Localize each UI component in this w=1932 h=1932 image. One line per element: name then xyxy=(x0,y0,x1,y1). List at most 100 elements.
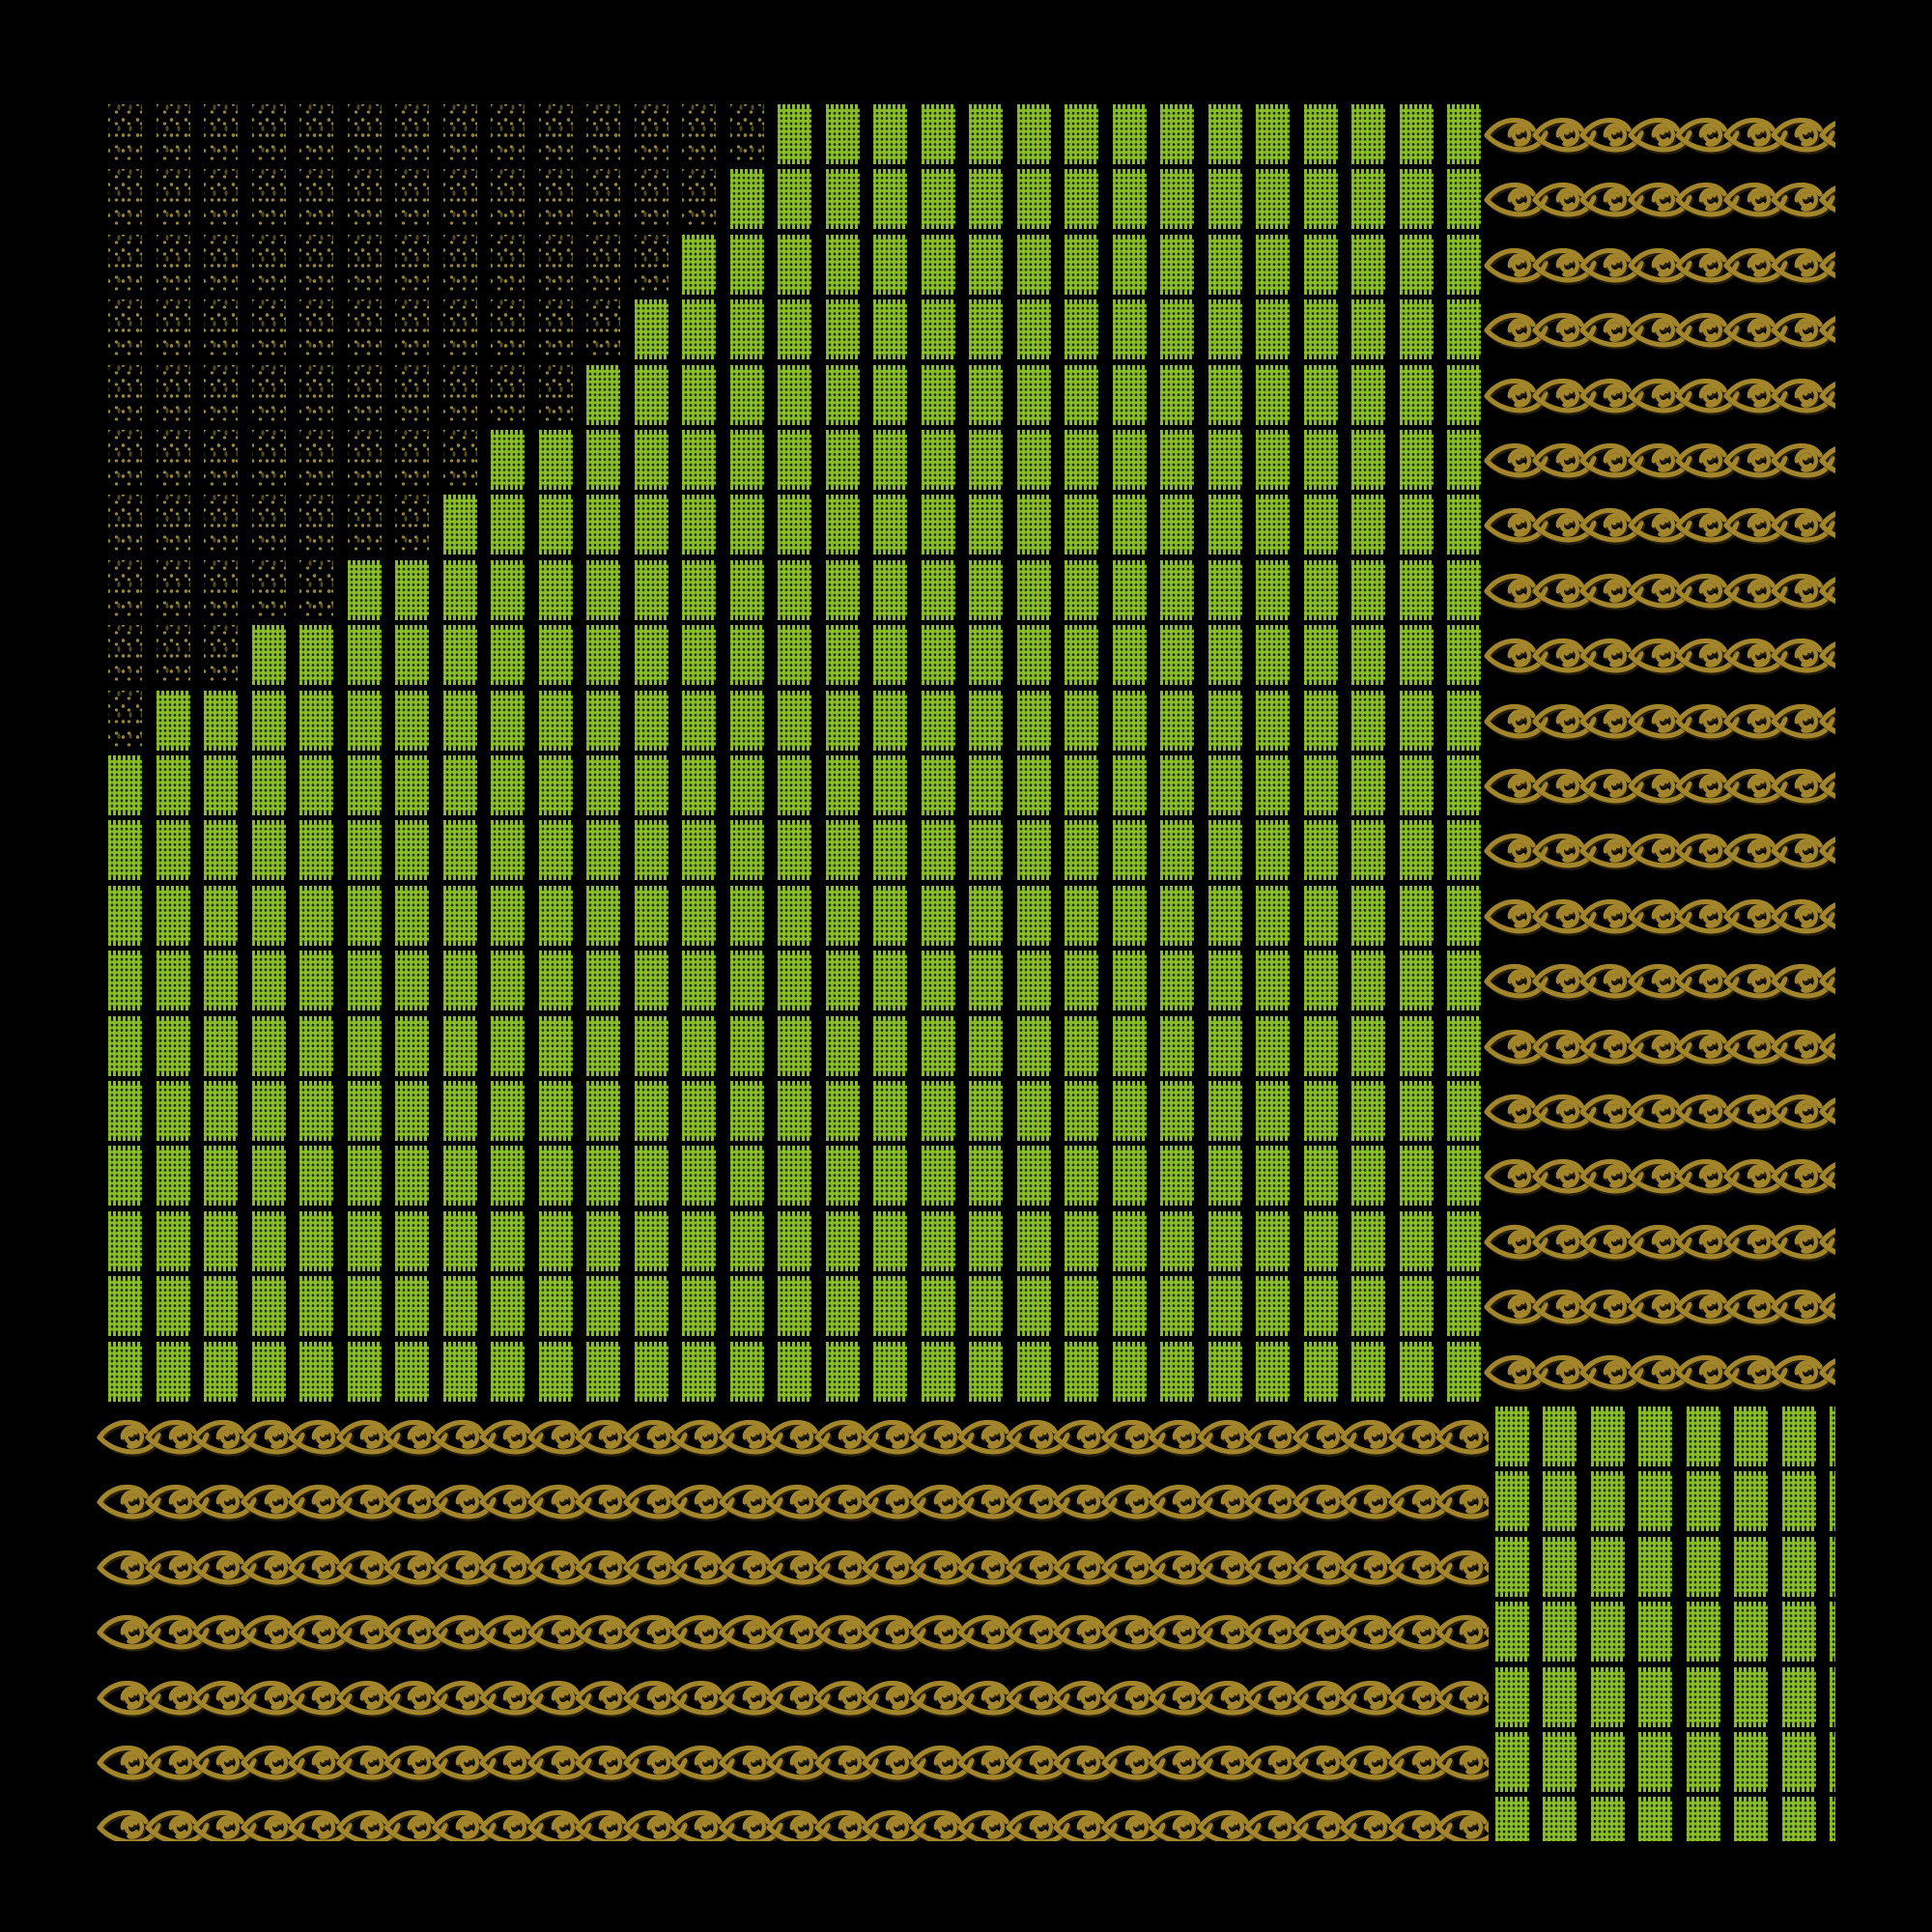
halftone-cell-green xyxy=(1399,625,1434,686)
halftone-cell-green xyxy=(1016,234,1051,295)
halftone-cell-green xyxy=(1016,299,1051,360)
halftone-cell-green xyxy=(1447,625,1481,686)
halftone-cell-sparse xyxy=(442,299,477,360)
halftone-cell-green xyxy=(1399,169,1434,230)
halftone-cell-green xyxy=(1494,1536,1529,1597)
halftone-cell-green xyxy=(729,169,764,230)
halftone-cell-green xyxy=(682,234,716,295)
halftone-cell-green xyxy=(873,625,907,686)
halftone-cell-green xyxy=(1734,1797,1768,1841)
halftone-cell-sparse xyxy=(204,495,238,555)
halftone-cell-green xyxy=(1447,234,1481,295)
halftone-cell-sparse xyxy=(442,430,477,490)
halftone-cell-green xyxy=(1781,1732,1816,1792)
halftone-cell-sparse xyxy=(204,364,238,425)
halftone-cell-green xyxy=(1112,364,1147,425)
halftone-cell-green xyxy=(682,625,716,686)
halftone-cell-green xyxy=(347,690,382,751)
halftone-cell-green xyxy=(204,690,238,751)
halftone-cell-green xyxy=(682,690,716,751)
bottom-right-grid xyxy=(1494,1406,1835,1841)
halftone-cell-green xyxy=(825,104,860,164)
halftone-cell-green xyxy=(825,430,860,490)
halftone-cell-green xyxy=(204,755,238,815)
halftone-cell-green xyxy=(729,364,764,425)
halftone-cell-green xyxy=(778,820,811,881)
halftone-cell-sparse xyxy=(299,299,333,360)
halftone-cell-green xyxy=(1112,690,1147,751)
halftone-cell-green xyxy=(1351,299,1385,360)
halftone-cell-green xyxy=(299,690,333,751)
halftone-cell-green xyxy=(1208,755,1242,815)
halftone-cell-sparse xyxy=(204,559,238,620)
halftone-cell-sparse xyxy=(347,495,382,555)
halftone-cell-sparse xyxy=(251,299,286,360)
halftone-cell-sparse xyxy=(395,104,429,164)
halftone-cell-green xyxy=(1399,690,1434,751)
halftone-cell-sparse xyxy=(204,169,238,230)
halftone-cell-sparse xyxy=(108,690,142,751)
halftone-cell-sparse xyxy=(108,299,142,360)
halftone-cell-sparse xyxy=(442,169,477,230)
halftone-cell-green xyxy=(538,690,573,751)
halftone-cell-sparse xyxy=(586,234,620,295)
halftone-cell-green xyxy=(586,690,620,751)
halftone-cell-green xyxy=(586,755,620,815)
halftone-cell-green xyxy=(1543,1732,1577,1792)
halftone-cell-green xyxy=(1830,1536,1835,1597)
halftone-cell-green xyxy=(1351,104,1385,164)
halftone-cell-green xyxy=(873,559,907,620)
halftone-cell-green xyxy=(395,690,429,751)
halftone-cell-green xyxy=(1447,495,1481,555)
halftone-cell-green xyxy=(1208,690,1242,751)
halftone-cell-green xyxy=(1208,299,1242,360)
halftone-cell-green xyxy=(442,495,477,555)
halftone-cell-sparse xyxy=(347,234,382,295)
halftone-cell-green xyxy=(921,559,955,620)
halftone-cell-green xyxy=(634,364,668,425)
halftone-cell-green xyxy=(969,104,1003,164)
halftone-cell-sparse xyxy=(395,299,429,360)
halftone-cell-green xyxy=(825,495,860,555)
halftone-cell-green xyxy=(442,559,477,620)
halftone-cell-green xyxy=(1399,299,1434,360)
halftone-cell-green xyxy=(1781,1536,1816,1597)
halftone-cell-sparse xyxy=(156,104,190,164)
halftone-cell-green xyxy=(204,820,238,881)
halftone-cell-green xyxy=(1590,1666,1625,1727)
halftone-cell-green xyxy=(1112,755,1147,815)
halftone-cell-sparse xyxy=(491,169,525,230)
halftone-cell-sparse xyxy=(395,234,429,295)
halftone-cell-sparse xyxy=(586,299,620,360)
halftone-cell-sparse xyxy=(538,169,573,230)
halftone-cell-green xyxy=(1638,1732,1672,1792)
halftone-cell-sparse xyxy=(347,299,382,360)
halftone-cell-green xyxy=(1016,430,1051,490)
halftone-cell-green xyxy=(1160,299,1194,360)
halftone-cell-green xyxy=(682,755,716,815)
halftone-cell-green xyxy=(969,755,1003,815)
halftone-cell-green xyxy=(1256,559,1290,620)
halftone-cell-green xyxy=(1830,1471,1835,1532)
halftone-cell-sparse xyxy=(442,104,477,164)
halftone-cell-green xyxy=(1543,1536,1577,1597)
halftone-cell-green xyxy=(1016,755,1051,815)
halftone-cell-green xyxy=(1208,364,1242,425)
halftone-cell-green xyxy=(586,364,620,425)
halftone-cell-sparse xyxy=(108,559,142,620)
halftone-cell-green xyxy=(1590,1471,1625,1532)
halftone-cell-sparse xyxy=(251,234,286,295)
halftone-cell-green xyxy=(969,364,1003,425)
halftone-cell-green xyxy=(1256,169,1290,230)
halftone-cell-sparse xyxy=(729,104,764,164)
halftone-cell-green xyxy=(1494,1666,1529,1727)
halftone-cell-green xyxy=(1160,364,1194,425)
halftone-cell-green xyxy=(1686,1406,1720,1466)
halftone-cell-green xyxy=(1160,104,1194,164)
halftone-cell-green xyxy=(778,495,811,555)
halftone-cell-green xyxy=(538,820,573,881)
halftone-cell-green xyxy=(491,755,525,815)
halftone-cell-green xyxy=(1351,364,1385,425)
halftone-cell-green xyxy=(873,820,907,881)
halftone-cell-green xyxy=(1208,495,1242,555)
